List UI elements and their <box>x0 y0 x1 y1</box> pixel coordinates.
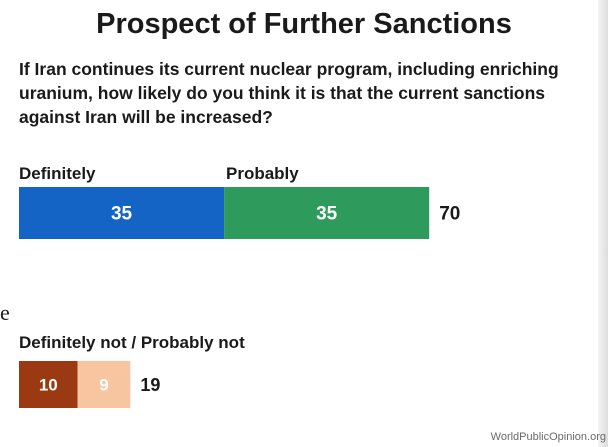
survey-question: If Iran continues its current nuclear pr… <box>19 59 559 127</box>
bar-segment-definitely-not <box>19 361 78 408</box>
bar-segment-probably <box>224 187 430 239</box>
source-credit: WorldPublicOpinion.org <box>490 431 606 443</box>
bar-segment-definitely <box>19 187 225 239</box>
legend-definitely-not-probably-not: Definitely not / Probably not <box>19 333 245 352</box>
bar-value-label: 35 <box>316 204 338 225</box>
bar-total-label: 19 <box>140 375 160 395</box>
bar-value-label: 9 <box>99 375 108 394</box>
legend-definitely: Definitely <box>19 164 96 183</box>
bar-total-label: 70 <box>439 204 460 225</box>
chart-title: Prospect of Further Sanctions <box>96 8 512 40</box>
right-edge-border <box>598 0 608 447</box>
legend-probably: Probably <box>226 164 299 183</box>
stray-text: e <box>0 300 10 325</box>
bar-value-label: 10 <box>39 375 58 394</box>
bar-value-label: 35 <box>111 204 133 225</box>
bar-segment-probably-not <box>77 361 131 408</box>
